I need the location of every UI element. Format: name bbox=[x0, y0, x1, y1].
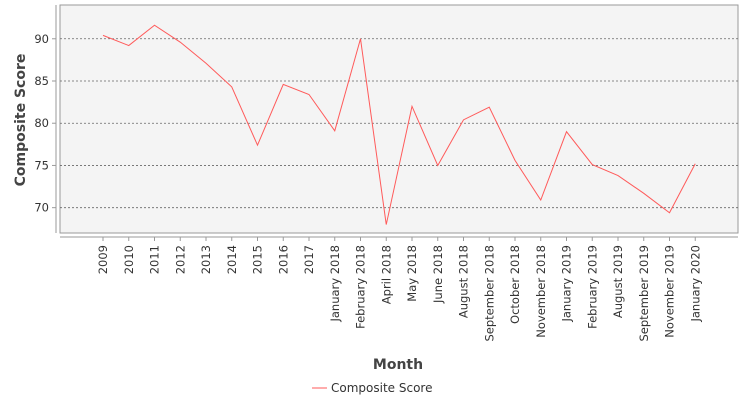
plot-background bbox=[59, 4, 739, 234]
y-axis-title: Composite Score bbox=[13, 54, 29, 187]
legend: Composite Score bbox=[312, 381, 432, 395]
x-tick-label: 2011 bbox=[148, 245, 162, 274]
x-tick-label: November 2018 bbox=[534, 245, 548, 338]
x-tick-label: 2010 bbox=[122, 245, 136, 274]
y-tick-label: 75 bbox=[34, 158, 49, 172]
x-tick-label: September 2019 bbox=[637, 245, 651, 342]
x-tick-label: September 2018 bbox=[482, 245, 496, 342]
x-tick-label: May 2018 bbox=[405, 245, 419, 302]
x-tick-label: August 2018 bbox=[457, 245, 471, 318]
y-tick-label: 90 bbox=[34, 32, 49, 46]
legend-label: Composite Score bbox=[331, 381, 432, 395]
x-tick-label: January 2019 bbox=[560, 245, 574, 323]
x-axis-title: Month bbox=[373, 357, 423, 373]
x-tick-label: February 2019 bbox=[585, 245, 599, 329]
x-tick-label: November 2019 bbox=[663, 245, 677, 338]
x-tick-label: January 2018 bbox=[328, 245, 342, 323]
grid-lines bbox=[60, 38, 738, 209]
x-tick-label: June 2018 bbox=[431, 245, 445, 304]
series-lines bbox=[102, 24, 696, 225]
x-tick-label: February 2018 bbox=[354, 245, 368, 329]
x-tick-label: 2013 bbox=[199, 245, 213, 274]
x-axis-ticks: 2009 2010 2011 2012 2013 2014 2015 2016 2017 Janu… bbox=[96, 237, 702, 342]
x-tick-label: 2017 bbox=[302, 245, 316, 274]
x-tick-label: April 2018 bbox=[379, 245, 393, 304]
x-tick-label: 2012 bbox=[173, 245, 187, 274]
y-axis-ticks: 70 75 80 85 90 bbox=[34, 32, 56, 215]
x-tick-label: 2009 bbox=[96, 245, 110, 274]
y-tick-label: 70 bbox=[34, 201, 49, 215]
x-tick-label: 2014 bbox=[225, 245, 239, 274]
x-tick-label: August 2019 bbox=[611, 245, 625, 318]
series-line-composite-score bbox=[102, 24, 696, 225]
y-tick-label: 85 bbox=[34, 74, 49, 88]
x-tick-label: January 2020 bbox=[688, 245, 702, 323]
x-tick-label: October 2018 bbox=[508, 245, 522, 324]
x-tick-label: 2016 bbox=[276, 245, 290, 274]
x-tick-label: 2015 bbox=[251, 245, 265, 274]
y-tick-label: 80 bbox=[34, 116, 49, 130]
